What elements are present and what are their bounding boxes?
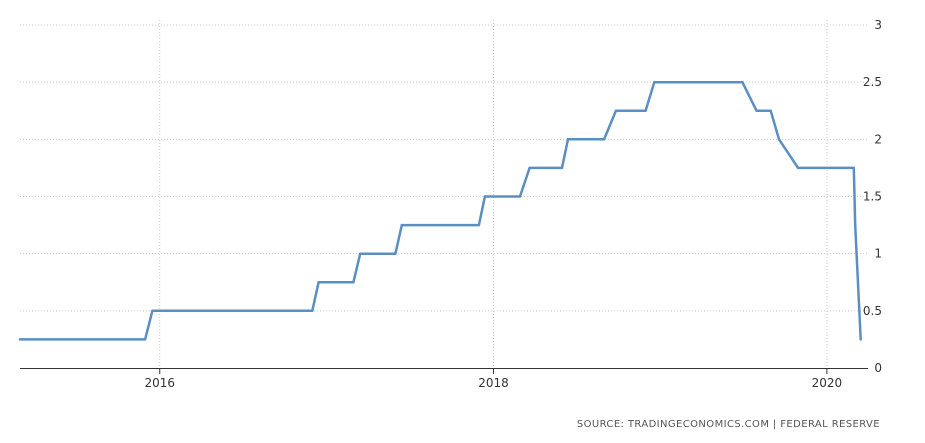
data-point [566,138,570,141]
data-point [741,81,744,84]
y-tick-label: 2.5 [863,75,882,89]
data-point [859,338,862,341]
data-point [602,138,606,141]
data-point [394,252,397,255]
series-line [18,80,862,341]
data-point [518,195,522,198]
gridlines [20,20,868,368]
data-point [400,223,403,227]
data-point [311,309,314,312]
y-tick-label: 1 [874,247,882,261]
data-point [796,166,800,170]
x-tick-label: 2020 [812,376,843,390]
data-point [852,166,855,170]
data-point [653,81,656,84]
data-point [777,138,781,141]
data-point [143,338,147,341]
y-tick-label: 2 [874,132,882,146]
data-point [151,309,154,312]
y-tick-label: 1.5 [863,190,882,204]
data-point [755,109,758,113]
data-point [769,109,772,113]
series-layer [18,80,862,341]
data-point [18,338,22,341]
data-point [352,281,355,284]
data-point [477,223,481,227]
x-tick-label: 2016 [144,376,175,390]
data-point [317,281,320,284]
source-label: SOURCE: TRADINGECONOMICS.COM | FEDERAL R… [577,419,880,430]
axes: 0 0.5 1 1.5 2 2.5 3 2016 2018 2020 [20,18,882,390]
data-point [483,195,487,198]
data-point [560,166,564,170]
data-point [359,252,362,255]
data-point [614,109,618,113]
data-point [528,166,531,170]
x-tick-label: 2018 [478,376,509,390]
y-tick-label: 3 [874,18,882,32]
data-point [854,223,857,227]
y-tick-label: 0 [874,361,882,375]
y-tick-label: 0.5 [863,304,882,318]
data-point [644,109,647,113]
